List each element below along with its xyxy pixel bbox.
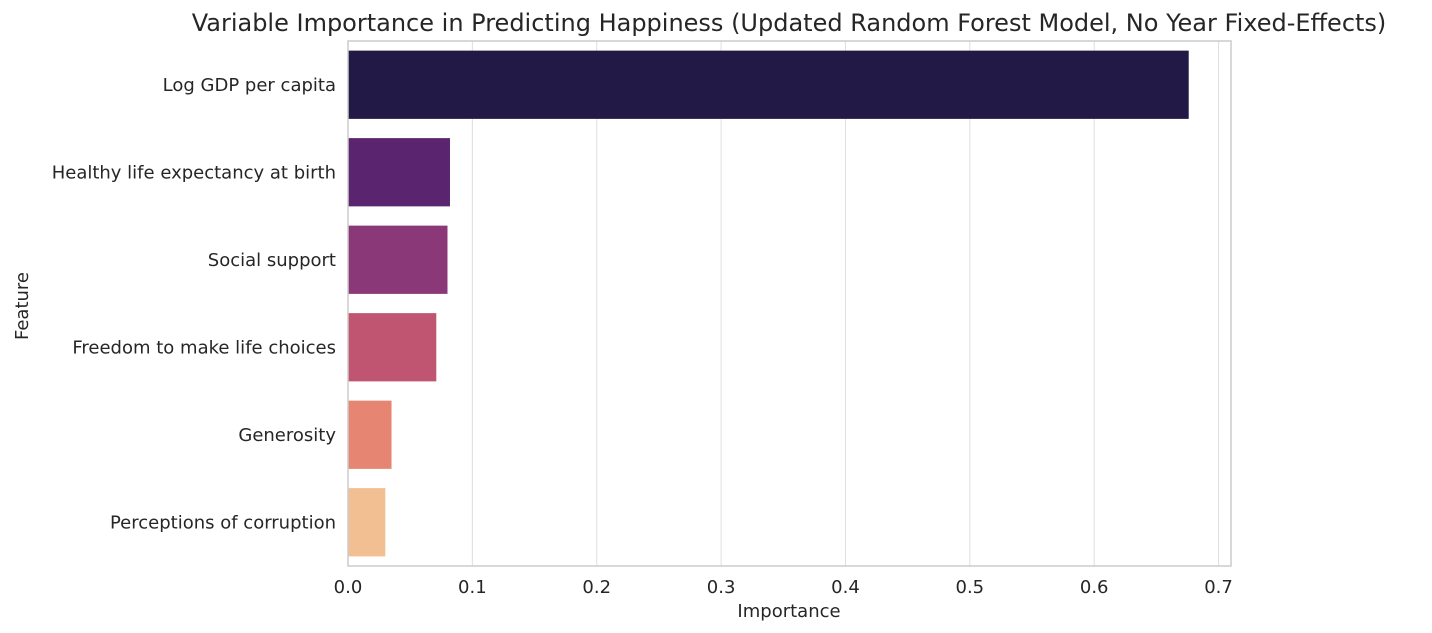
- y-axis-label: Feature: [12, 272, 33, 340]
- bar: [348, 225, 448, 294]
- bar: [348, 400, 392, 469]
- x-tick-label: 0.6: [1080, 577, 1109, 598]
- chart-title: Variable Importance in Predicting Happin…: [192, 9, 1387, 37]
- plot-frame: [347, 40, 1232, 567]
- x-tick-label: 0.4: [831, 577, 860, 598]
- grid-lines: [347, 41, 1220, 566]
- x-tick-label: 0.2: [582, 577, 611, 598]
- y-tick-labels: Log GDP per capita Healthy life expectanc…: [52, 75, 337, 534]
- bars: [348, 50, 1189, 557]
- bar: [348, 50, 1189, 119]
- x-tick-label: 0.0: [334, 577, 363, 598]
- x-tick-label: 0.3: [707, 577, 736, 598]
- x-tick-label: 0.7: [1204, 577, 1233, 598]
- x-tick-label: 0.1: [458, 577, 487, 598]
- y-tick-label: Generosity: [238, 425, 336, 446]
- y-tick-label: Social support: [208, 250, 336, 271]
- x-tick-labels: 0.0 0.1 0.2 0.3 0.4 0.5 0.6 0.7: [334, 577, 1233, 598]
- bar: [348, 488, 386, 557]
- y-tick-label: Log GDP per capita: [163, 75, 336, 96]
- x-axis-label: Importance: [737, 601, 840, 622]
- bar: [348, 138, 450, 207]
- bar: [348, 313, 437, 382]
- y-tick-label: Healthy life expectancy at birth: [52, 162, 336, 183]
- x-tick-label: 0.5: [956, 577, 985, 598]
- y-tick-label: Freedom to make life choices: [72, 337, 336, 358]
- y-tick-label: Perceptions of corruption: [110, 512, 336, 533]
